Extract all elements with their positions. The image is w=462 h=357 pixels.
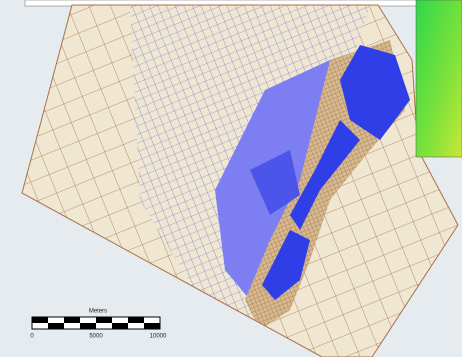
- map: Meters 0 5000 10000: [0, 0, 462, 357]
- scale-title: Meters: [89, 309, 107, 315]
- scale-label: 10000: [150, 334, 167, 340]
- inset-map: [416, 0, 462, 157]
- scale-label: 5000: [89, 334, 103, 340]
